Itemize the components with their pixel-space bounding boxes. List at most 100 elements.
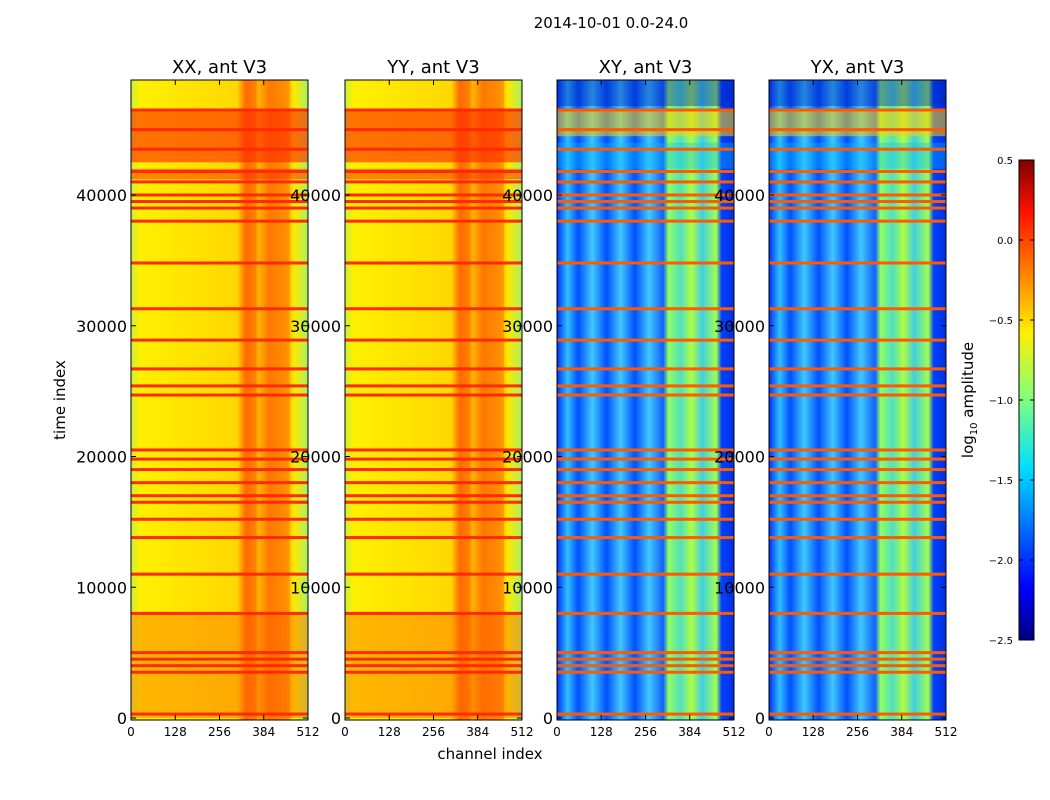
flagged-row	[345, 517, 522, 521]
y-tick-label: 40000	[502, 186, 553, 205]
heatmap-band	[245, 80, 291, 720]
flagged-row	[345, 494, 522, 498]
flagged-row	[769, 712, 946, 716]
y-tick-label: 20000	[714, 448, 765, 467]
y-tick-label: 0	[117, 709, 127, 728]
flagged-row	[345, 193, 522, 197]
flagged-row	[769, 494, 946, 498]
flagged-row	[345, 367, 522, 371]
flagged-row	[131, 393, 308, 397]
flagged-row	[131, 169, 308, 173]
panel-yy: YY, ant V3 0 128 256 384 512 0 10000 20000 30000 4…	[290, 57, 533, 739]
flagged-row	[769, 200, 946, 204]
flagged-row	[131, 367, 308, 371]
heatmap-band	[557, 142, 734, 169]
panel-title: XX, ant V3	[172, 57, 267, 78]
x-tick-label: 0	[127, 725, 135, 739]
y-tick-label: 20000	[76, 448, 127, 467]
heatmap-band	[459, 80, 505, 720]
x-tick-label: 128	[164, 725, 187, 739]
flagged-row	[345, 651, 522, 655]
flagged-row	[557, 712, 734, 716]
flagged-row	[557, 500, 734, 504]
flagged-row	[769, 481, 946, 485]
flagged-row	[131, 261, 308, 265]
flagged-row	[131, 517, 308, 521]
flagged-row	[345, 338, 522, 342]
flagged-row	[769, 657, 946, 661]
x-tick-label: 128	[590, 725, 613, 739]
flagged-row	[769, 457, 946, 461]
y-tick-label: 0	[331, 709, 341, 728]
flagged-row	[345, 670, 522, 674]
flagged-row	[131, 307, 308, 311]
heatmap	[345, 80, 522, 720]
flagged-row	[769, 261, 946, 265]
colorbar-tick-label: −1.5	[989, 476, 1013, 487]
y-tick-label: 40000	[290, 186, 341, 205]
flagged-row	[769, 219, 946, 223]
heatmap-base	[769, 80, 946, 720]
flagged-row	[131, 384, 308, 388]
y-tick-label: 30000	[714, 317, 765, 336]
y-tick-label: 10000	[714, 578, 765, 597]
flagged-row	[769, 367, 946, 371]
flagged-row	[345, 307, 522, 311]
x-tick-label: 256	[422, 725, 445, 739]
flagged-row	[557, 664, 734, 668]
x-tick-label: 256	[208, 725, 231, 739]
flagged-row	[131, 481, 308, 485]
colorbar-tick-label: −2.5	[989, 636, 1013, 647]
flagged-row	[557, 338, 734, 342]
flagged-row	[769, 180, 946, 184]
flagged-row	[345, 384, 522, 388]
flagged-row	[557, 517, 734, 521]
flagged-row	[557, 108, 734, 112]
colorbar-tick-label: −2.0	[989, 556, 1013, 567]
flagged-row	[557, 169, 734, 173]
flagged-row	[131, 193, 308, 197]
flagged-row	[131, 468, 308, 472]
x-tick-label: 512	[935, 725, 958, 739]
flagged-row	[131, 128, 308, 132]
flagged-row	[557, 307, 734, 311]
flagged-row	[769, 517, 946, 521]
flagged-row	[345, 481, 522, 485]
flagged-row	[345, 108, 522, 112]
flagged-row	[345, 457, 522, 461]
flagged-row	[769, 393, 946, 397]
x-tick-label: 0	[553, 725, 561, 739]
x-tick-label: 384	[252, 725, 275, 739]
flagged-row	[345, 200, 522, 204]
y-tick-label: 0	[755, 709, 765, 728]
flagged-row	[769, 468, 946, 472]
flagged-row	[345, 712, 522, 716]
colorbar-tick-label: −1.0	[989, 396, 1013, 407]
flagged-row	[557, 657, 734, 661]
flagged-row	[557, 494, 734, 498]
flagged-row	[345, 180, 522, 184]
panel-title: XY, ant V3	[599, 57, 693, 78]
x-tick-label: 256	[846, 725, 869, 739]
x-tick-label: 128	[378, 725, 401, 739]
flagged-row	[345, 468, 522, 472]
flagged-row	[131, 651, 308, 655]
colorbar-tick-label: 0.5	[997, 156, 1013, 167]
heatmap-base	[557, 80, 734, 720]
flagged-row	[769, 147, 946, 151]
flagged-row	[769, 500, 946, 504]
flagged-row	[131, 338, 308, 342]
flagged-row	[557, 651, 734, 655]
colorbar-label: log10 amplitude	[959, 342, 980, 458]
flagged-row	[557, 200, 734, 204]
heatmap-band	[131, 110, 308, 163]
panel-title: YX, ant V3	[810, 57, 905, 78]
flagged-row	[131, 147, 308, 151]
figure-title: 2014-10-01 0.0-24.0	[534, 14, 689, 32]
colorbar: log10 amplitude 0.5 0.0 −0.5 −1.0 −1.5 −2.0 −2…	[959, 156, 1035, 647]
flagged-row	[557, 193, 734, 197]
flagged-row	[769, 572, 946, 576]
x-tick-label: 384	[466, 725, 489, 739]
